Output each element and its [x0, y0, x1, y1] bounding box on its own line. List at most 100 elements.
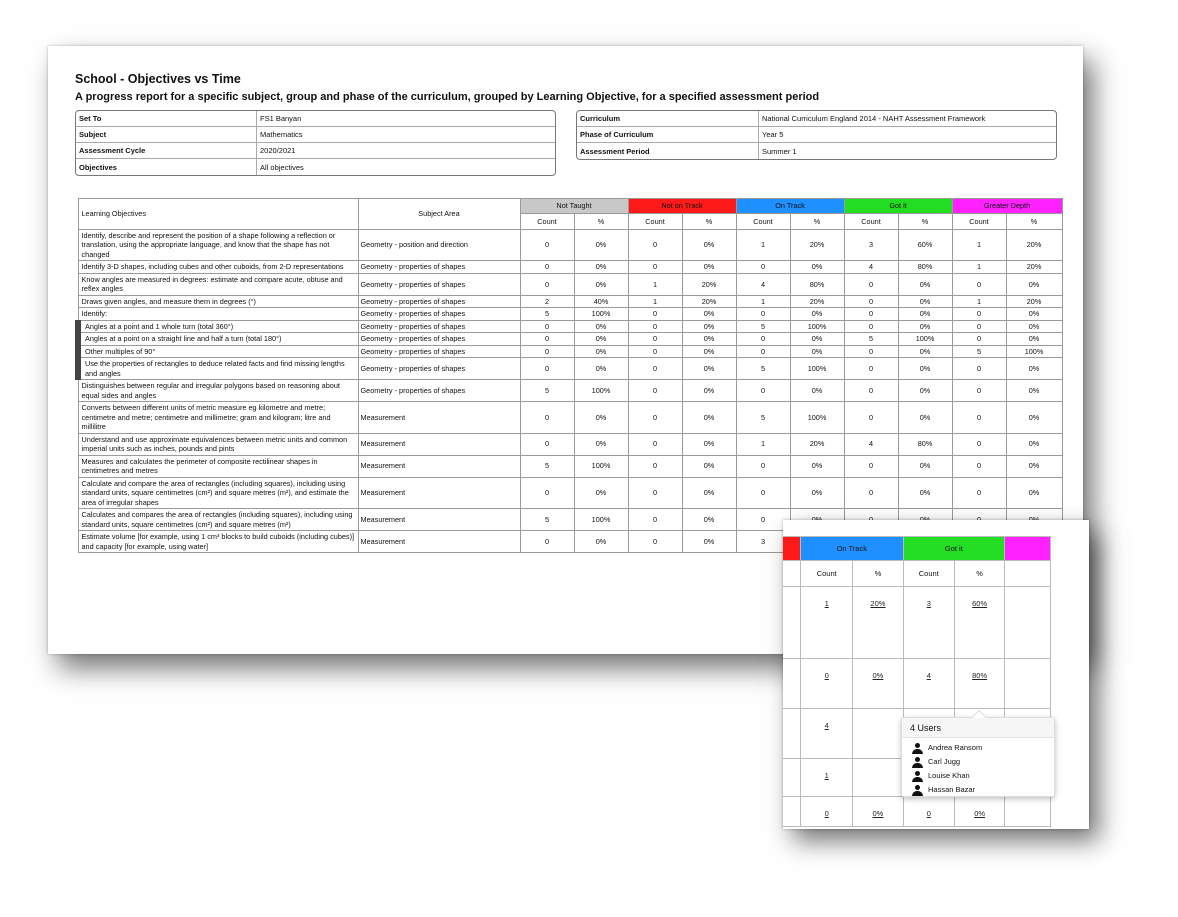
- user-item[interactable]: Hassan Bazar: [912, 783, 1054, 797]
- count-cell[interactable]: 0: [519, 319, 575, 334]
- count-cell[interactable]: 0: [627, 530, 683, 554]
- percent-cell[interactable]: 0%: [897, 454, 953, 478]
- percent-cell[interactable]: 0%: [681, 432, 737, 456]
- percent-link[interactable]: 20%: [852, 586, 904, 659]
- count-cell[interactable]: 0: [843, 476, 899, 510]
- percent-cell[interactable]: 0%: [789, 307, 845, 321]
- percent-cell[interactable]: 0%: [1005, 357, 1063, 381]
- percent-cell[interactable]: 0%: [573, 476, 629, 510]
- percent-link[interactable]: 60%: [954, 586, 1006, 659]
- count-cell[interactable]: 5: [519, 508, 575, 532]
- count-cell[interactable]: 1: [951, 228, 1007, 262]
- count-cell[interactable]: 5: [519, 454, 575, 478]
- count-cell[interactable]: 0: [735, 508, 791, 532]
- percent-cell[interactable]: 0%: [681, 307, 737, 321]
- count-cell[interactable]: 0: [519, 476, 575, 510]
- count-cell[interactable]: 0: [951, 332, 1007, 346]
- count-cell[interactable]: 0: [951, 379, 1007, 403]
- percent-cell[interactable]: 0%: [897, 379, 953, 403]
- percent-cell[interactable]: 100%: [573, 454, 629, 478]
- percent-cell[interactable]: 0%: [789, 476, 845, 510]
- percent-cell[interactable]: 0%: [573, 319, 629, 334]
- percent-cell[interactable]: 0%: [681, 344, 737, 359]
- count-cell[interactable]: 0: [627, 307, 683, 321]
- count-cell[interactable]: 0: [951, 357, 1007, 381]
- percent-cell[interactable]: 0%: [1005, 476, 1063, 510]
- percent-cell[interactable]: 0%: [573, 344, 629, 359]
- count-cell[interactable]: 0: [735, 379, 791, 403]
- count-cell[interactable]: 4: [735, 272, 791, 296]
- count-cell[interactable]: 1: [735, 228, 791, 262]
- percent-cell[interactable]: 0%: [897, 307, 953, 321]
- count-cell[interactable]: 0: [951, 272, 1007, 296]
- count-cell[interactable]: 5: [951, 344, 1007, 359]
- percent-cell[interactable]: 0%: [1005, 454, 1063, 478]
- count-link[interactable]: 0: [800, 658, 854, 709]
- percent-cell[interactable]: 80%: [789, 272, 845, 296]
- count-cell[interactable]: 4: [843, 432, 899, 456]
- percent-cell[interactable]: 100%: [1005, 344, 1063, 359]
- count-cell[interactable]: 0: [843, 319, 899, 334]
- count-cell[interactable]: 0: [627, 476, 683, 510]
- count-cell[interactable]: 0: [627, 357, 683, 381]
- count-cell[interactable]: 3: [735, 530, 791, 554]
- count-cell[interactable]: 1: [951, 260, 1007, 274]
- count-cell[interactable]: 1: [951, 294, 1007, 309]
- count-cell[interactable]: 0: [627, 379, 683, 403]
- percent-cell[interactable]: 0%: [1005, 379, 1063, 403]
- percent-cell[interactable]: 0%: [897, 272, 953, 296]
- count-cell[interactable]: 0: [843, 294, 899, 309]
- count-cell[interactable]: 0: [951, 454, 1007, 478]
- count-cell[interactable]: 0: [951, 432, 1007, 456]
- percent-cell[interactable]: 0%: [789, 332, 845, 346]
- percent-cell[interactable]: 20%: [789, 228, 845, 262]
- percent-cell[interactable]: 80%: [897, 432, 953, 456]
- percent-cell[interactable]: 0%: [681, 454, 737, 478]
- percent-cell[interactable]: 0%: [681, 476, 737, 510]
- user-item[interactable]: Andrea Ransom: [912, 741, 1054, 755]
- count-cell[interactable]: 3: [843, 228, 899, 262]
- percent-cell[interactable]: 100%: [573, 379, 629, 403]
- count-cell[interactable]: 0: [843, 379, 899, 403]
- percent-cell[interactable]: 0%: [789, 379, 845, 403]
- count-link[interactable]: 4: [800, 708, 854, 759]
- percent-cell[interactable]: 0%: [681, 401, 737, 434]
- percent-cell[interactable]: 20%: [789, 432, 845, 456]
- count-cell[interactable]: 0: [627, 454, 683, 478]
- percent-cell[interactable]: 0%: [1005, 332, 1063, 346]
- percent-cell[interactable]: 100%: [573, 508, 629, 532]
- count-cell[interactable]: 0: [951, 401, 1007, 434]
- count-cell[interactable]: 0: [519, 357, 575, 381]
- count-cell[interactable]: 4: [843, 260, 899, 274]
- percent-cell[interactable]: 0%: [573, 272, 629, 296]
- percent-cell[interactable]: 0%: [1005, 319, 1063, 334]
- percent-cell[interactable]: 0%: [1005, 432, 1063, 456]
- percent-cell[interactable]: 0%: [897, 476, 953, 510]
- count-cell[interactable]: 0: [519, 401, 575, 434]
- percent-cell[interactable]: 20%: [1005, 228, 1063, 262]
- percent-cell[interactable]: 0%: [681, 332, 737, 346]
- percent-cell[interactable]: 0%: [573, 530, 629, 554]
- percent-cell[interactable]: 0%: [573, 332, 629, 346]
- percent-cell[interactable]: 0%: [573, 401, 629, 434]
- percent-link[interactable]: [852, 758, 904, 797]
- percent-cell[interactable]: 20%: [1005, 294, 1063, 309]
- count-link[interactable]: 1: [800, 586, 854, 659]
- percent-cell[interactable]: 100%: [789, 319, 845, 334]
- percent-cell[interactable]: 60%: [897, 228, 953, 262]
- percent-link[interactable]: 0%: [852, 796, 904, 827]
- count-cell[interactable]: 0: [735, 454, 791, 478]
- percent-cell[interactable]: 0%: [573, 260, 629, 274]
- percent-cell[interactable]: 0%: [681, 530, 737, 554]
- count-cell[interactable]: 1: [735, 432, 791, 456]
- user-item[interactable]: Louise Khan: [912, 769, 1054, 783]
- percent-cell[interactable]: 20%: [681, 272, 737, 296]
- count-cell[interactable]: 5: [519, 307, 575, 321]
- count-cell[interactable]: 0: [627, 260, 683, 274]
- percent-cell[interactable]: 100%: [573, 307, 629, 321]
- count-cell[interactable]: 0: [843, 272, 899, 296]
- percent-cell[interactable]: 0%: [897, 319, 953, 334]
- percent-link[interactable]: 80%: [954, 658, 1006, 709]
- count-cell[interactable]: 1: [627, 272, 683, 296]
- count-link[interactable]: 4: [902, 658, 956, 709]
